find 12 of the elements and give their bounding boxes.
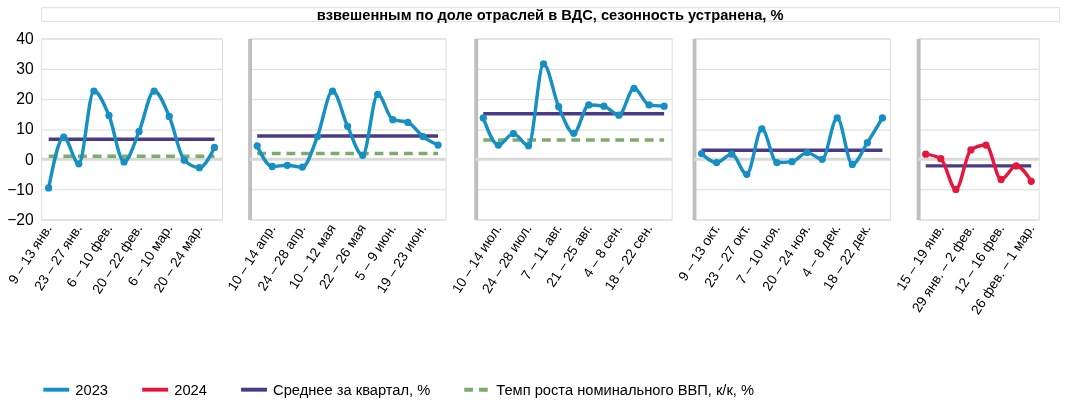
- y-tick-label: 30: [16, 60, 35, 78]
- text: взвешенным по доле отраслей в ВДС, сезонность устранена, %: [316, 6, 784, 23]
- y-tick-label: 40: [16, 29, 35, 47]
- y-tick-label: −20: [7, 211, 35, 228]
- y-tick-label: 10: [16, 120, 35, 138]
- legend-label: 2024: [174, 381, 207, 398]
- y-tick-label: −10: [7, 180, 35, 198]
- legend-label: Темп роста номинального ВВП, к/к, %: [496, 381, 755, 398]
- y-tick-label: 0: [25, 150, 35, 168]
- legend-label: 2023: [75, 381, 109, 398]
- legend-label: Среднее за квартал, %: [273, 381, 431, 398]
- y-tick-label: 20: [16, 90, 35, 108]
